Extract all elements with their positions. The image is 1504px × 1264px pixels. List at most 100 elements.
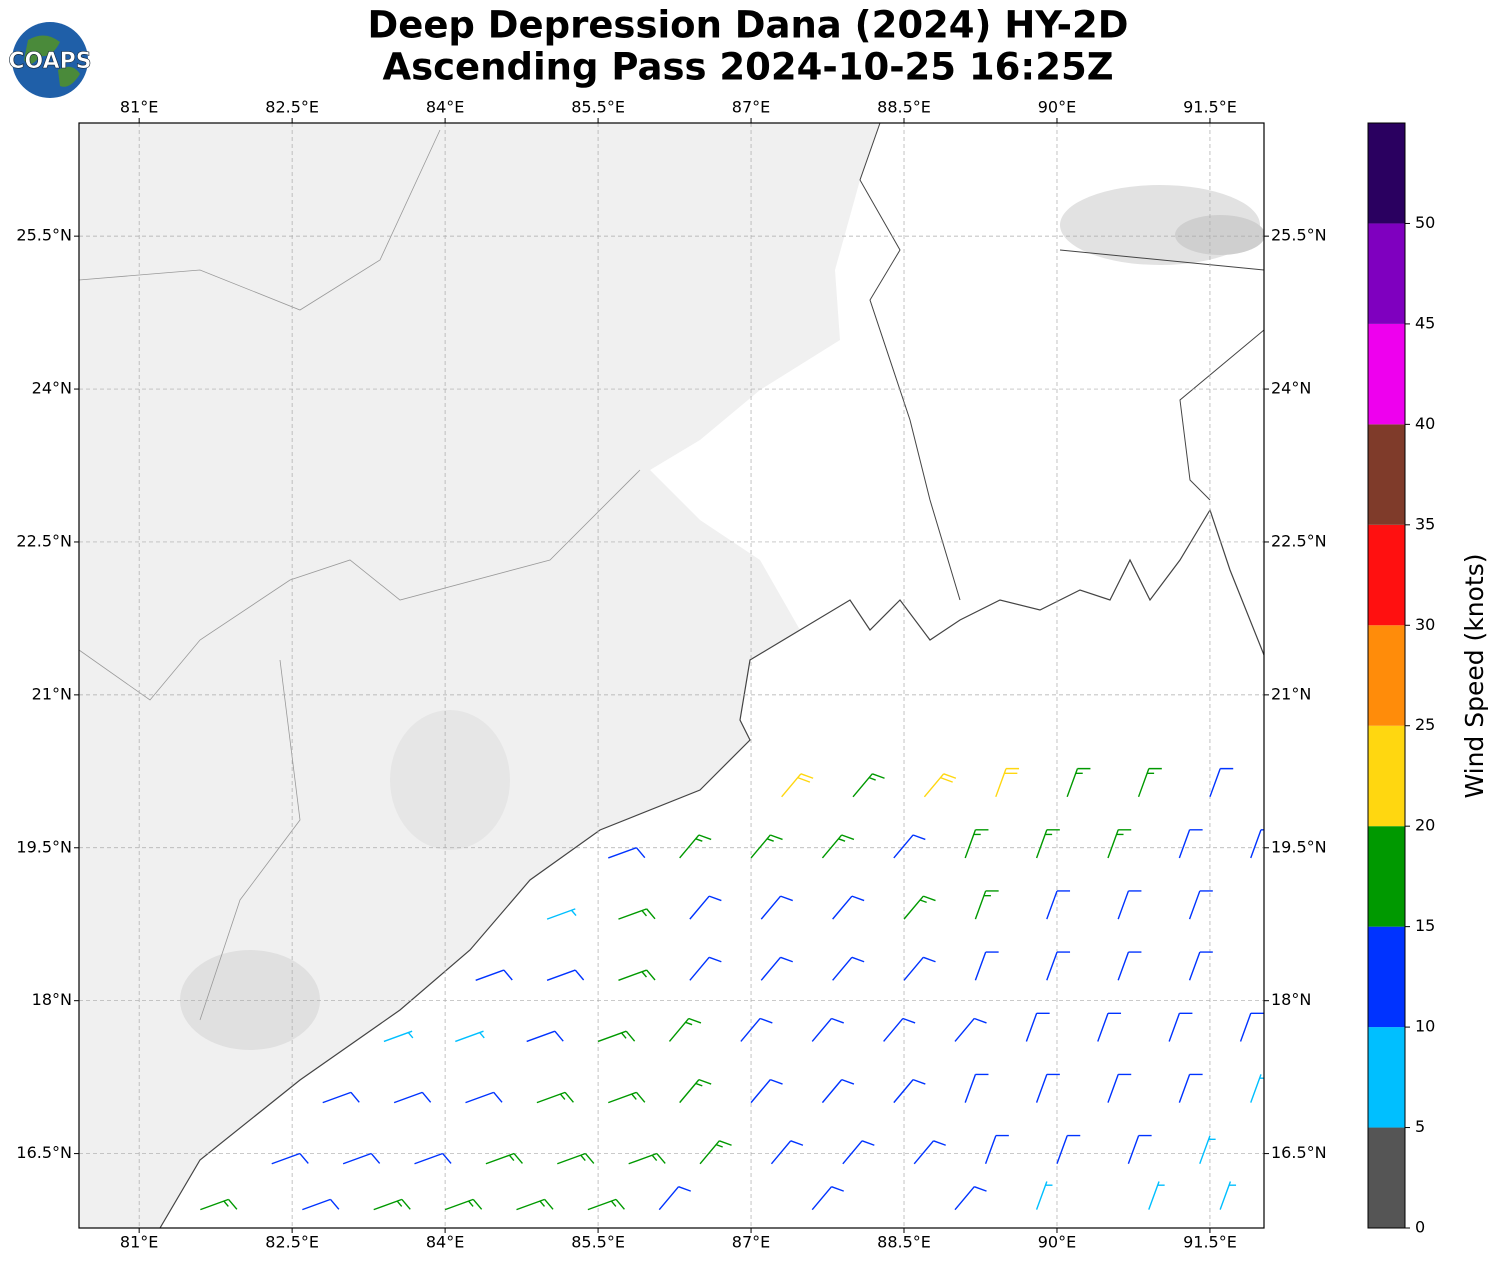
y-tick-label: 25.5°N xyxy=(1271,226,1327,245)
wind-barb xyxy=(1148,1181,1165,1210)
colorbar-segment xyxy=(1368,725,1405,827)
wind-barb xyxy=(302,1198,340,1211)
wind-barb xyxy=(668,1017,702,1042)
wind-barb xyxy=(342,1152,381,1165)
colorbar-tick-label: 20 xyxy=(1415,816,1435,835)
colorbar-tick-label: 15 xyxy=(1415,916,1435,935)
wind-barb xyxy=(995,767,1020,798)
wind-barb xyxy=(658,1186,692,1211)
wind-barb xyxy=(1117,890,1142,920)
x-tick-label: 88.5°E xyxy=(877,1233,931,1252)
wind-barb xyxy=(618,908,656,920)
colorbar-tick-label: 40 xyxy=(1415,414,1435,433)
wind-barb xyxy=(1178,1073,1203,1103)
wind-barb xyxy=(1199,1135,1216,1165)
wind-barb xyxy=(393,1091,432,1104)
wind-barb xyxy=(699,1140,732,1165)
wind-barb xyxy=(271,1152,309,1165)
y-tick-label: 24°N xyxy=(1271,379,1311,398)
wind-barb xyxy=(1219,1181,1237,1210)
x-tick-label: 87°E xyxy=(732,98,770,117)
wind-barb xyxy=(1066,767,1091,798)
colorbar-segment xyxy=(1368,926,1405,1028)
wind-barb xyxy=(546,969,585,981)
wind-barb xyxy=(883,1017,916,1042)
wind-barb xyxy=(1250,829,1264,859)
wind-barb xyxy=(832,956,865,981)
border xyxy=(859,123,1264,601)
wind-barb xyxy=(455,1030,485,1043)
colorbar-segment xyxy=(1368,524,1405,626)
x-tick-label: 91.5°E xyxy=(1183,98,1237,117)
colorbar-tick-label: 45 xyxy=(1415,313,1435,332)
wind-barb xyxy=(414,1152,452,1165)
wind-barb xyxy=(964,1073,989,1103)
y-tick-label: 24°N xyxy=(32,379,72,398)
wind-barb xyxy=(1035,1181,1053,1210)
wind-barb xyxy=(536,1091,574,1104)
colorbar-segment xyxy=(1368,1127,1405,1228)
wind-barb xyxy=(689,895,722,920)
colorbar-tick-label: 50 xyxy=(1415,213,1435,232)
wind-barb xyxy=(913,1140,946,1165)
wind-barb xyxy=(1168,1012,1193,1042)
hills xyxy=(390,710,510,850)
y-tick-label: 22.5°N xyxy=(16,531,72,550)
y-tick-label: 19.5°N xyxy=(16,837,72,856)
wind-barb xyxy=(760,895,793,920)
wind-barb xyxy=(1035,1073,1060,1103)
wind-barb xyxy=(1056,1134,1081,1165)
wind-barb xyxy=(465,1091,503,1104)
hills xyxy=(180,950,320,1050)
wind-barb xyxy=(903,895,936,920)
wind-barb xyxy=(608,1091,646,1104)
wind-barb xyxy=(1025,1012,1050,1042)
colorbar: 0 5 10 15 20 25 30 35 40 45 50 xyxy=(1367,122,1435,1237)
wind-barb xyxy=(842,1140,875,1165)
wind-barb xyxy=(1178,829,1203,859)
title-line: Deep Depression Dana (2024) HY-2D xyxy=(368,4,1129,47)
map-frame xyxy=(78,122,1265,1229)
wind-barb xyxy=(1035,829,1060,859)
colorbar-tick-label: 35 xyxy=(1415,514,1435,533)
logo-text: COAPS xyxy=(8,49,91,74)
wind-barb xyxy=(485,1152,523,1165)
wind-barb xyxy=(1117,951,1142,981)
wind-barb xyxy=(893,834,926,859)
colorbar-segment xyxy=(1368,1027,1405,1128)
colorbar-segment xyxy=(1368,424,1405,525)
x-tick-label: 90°E xyxy=(1038,98,1076,117)
wind-barbs xyxy=(200,767,1264,1211)
colorbar-segment xyxy=(1368,323,1405,425)
y-tick-label: 21°N xyxy=(32,684,72,703)
wind-barb xyxy=(750,1078,783,1104)
x-tick-label: 84°E xyxy=(426,1233,464,1252)
wind-barb xyxy=(587,1198,625,1211)
wind-barb xyxy=(1046,890,1071,920)
wind-barb xyxy=(1107,1073,1132,1103)
coastline xyxy=(159,508,1264,1228)
wind-barb xyxy=(781,773,814,798)
wind-barb xyxy=(832,895,865,920)
wind-barb xyxy=(750,834,783,859)
colorbar-tick-label: 30 xyxy=(1415,615,1435,634)
title-line: Ascending Pass 2024-10-25 16:25Z xyxy=(382,46,1113,89)
x-tick-label: 88.5°E xyxy=(877,98,931,117)
wind-barb xyxy=(974,951,999,981)
wind-barb xyxy=(200,1198,238,1211)
wind-barb xyxy=(373,1198,411,1211)
wind-barb xyxy=(689,956,722,981)
wind-barb xyxy=(618,969,656,981)
wind-barb xyxy=(811,1186,844,1211)
wind-barb xyxy=(679,1078,712,1104)
wind-barb xyxy=(1097,1012,1122,1042)
y-tick-label: 22.5°N xyxy=(1271,531,1327,550)
colorbar-segment xyxy=(1368,826,1405,927)
wind-barb xyxy=(740,1017,773,1042)
x-tick-label: 81°E xyxy=(120,1233,158,1252)
colorbar-tick-label: 0 xyxy=(1415,1218,1425,1237)
wind-barb xyxy=(984,1134,1009,1165)
wind-barb xyxy=(964,829,989,859)
wind-barb xyxy=(1209,767,1234,798)
colorbar-segment xyxy=(1368,625,1405,726)
